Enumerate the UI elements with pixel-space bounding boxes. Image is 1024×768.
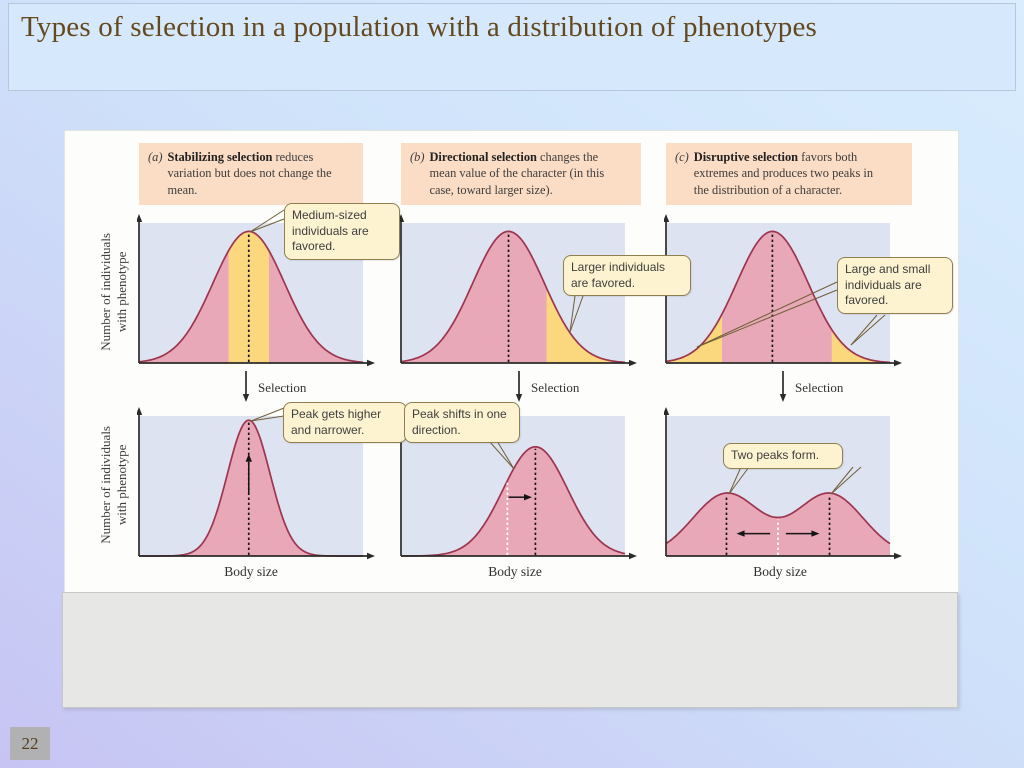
callout-medium-sized-favored: Medium-sized individuals are favored. [284,203,400,260]
caption-stabilizing-selection: (a) Stabilizing selection reduces variat… [139,143,363,206]
callout-larger-favored: Larger individuals are favored. [563,255,691,297]
y-axis-label-bottom: Number of individuals with phenotype [98,426,129,544]
callout-peak-higher-narrower: Peak gets higher and narrower. [283,402,407,444]
callout-peak-shifts: Peak shifts in one direction. [404,402,520,444]
x-axis-label: Body size [753,564,807,579]
caption-directional-selection: (b) Directional selection changes the me… [401,143,641,206]
callout-large-and-small-favored: Large and small individuals are favored. [837,257,953,314]
chart-stabilizing-after [137,407,375,560]
x-axis-label: Body size [488,564,542,579]
title-bar: Types of selection in a population with … [8,3,1016,91]
selection-label: Selection [531,380,580,395]
chart-disruptive-after [664,407,902,560]
caption-disruptive-selection: (c) Disruptive selection favors both ext… [666,143,912,206]
caption-text: Disruptive selection favors both extreme… [693,150,874,197]
chart-directional-before [399,214,637,367]
selection-arrow-icon [242,371,250,402]
selection-label: Selection [795,380,844,395]
notes-placeholder-box [62,592,958,708]
y-axis-label-top: Number of individuals with phenotype [98,233,129,351]
caption-text: Stabilizing selection reduces variation … [167,150,332,197]
x-axis-label: Body size [224,564,278,579]
slide-title: Types of selection in a population with … [21,11,818,43]
callout-two-peaks-form: Two peaks form. [723,443,843,469]
caption-index: (a) [148,150,163,164]
caption-index: (c) [675,150,689,164]
caption-text: Directional selection changes the mean v… [429,150,605,197]
selection-arrow-icon [779,371,787,402]
selection-label: Selection [258,380,307,395]
selection-arrow-icon [515,371,523,402]
page-number-badge: 22 [10,727,50,760]
caption-index: (b) [410,150,425,164]
selection-figure: (a) Stabilizing selection reduces variat… [64,130,959,594]
page-number: 22 [21,733,39,753]
